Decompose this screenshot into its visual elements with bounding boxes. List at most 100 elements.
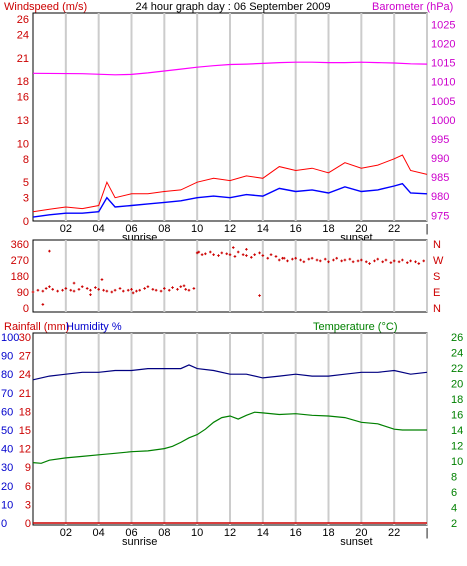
panel3-x-tick-label: 18 — [322, 527, 334, 539]
humidity-percent-tick-label: 50 — [1, 425, 13, 437]
barometer-tick-label: 1020 — [431, 39, 455, 51]
barometer-tick-label: 985 — [431, 172, 449, 184]
rainfall-tick-label: 3 — [25, 499, 31, 511]
windspeed-tick-label: 26 — [17, 14, 29, 26]
windspeed-tick-label: 13 — [17, 115, 29, 127]
direction-tick-label: 270 — [11, 255, 29, 267]
humidity-percent-tick-label: 80 — [1, 369, 13, 381]
panel1-x-tick-label: 06 — [125, 223, 137, 235]
barometer-tick-label: 1000 — [431, 115, 455, 127]
humidity-axis-label: Humidity % — [66, 321, 122, 333]
temperature-tick-label: 24 — [451, 348, 463, 360]
humidity-percent-tick-label: 10 — [1, 499, 13, 511]
temperature-tick-label: 14 — [451, 425, 463, 437]
compass-tick-label: W — [433, 255, 444, 267]
barometer-tick-label: 1015 — [431, 58, 455, 70]
barometer-tick-label: 995 — [431, 134, 449, 146]
rainfall-tick-label: 0 — [25, 518, 31, 530]
direction-tick-label: 180 — [11, 271, 29, 283]
windspeed-tick-label: 5 — [23, 177, 29, 189]
panel3-x-tick-label: 10 — [191, 527, 203, 539]
panel3-x-tick-label: 08 — [158, 527, 170, 539]
windspeed-tick-label: 0 — [23, 216, 29, 228]
windspeed-tick-label: 24 — [17, 30, 29, 42]
panel3-x-tick-label: 22 — [388, 527, 400, 539]
panel1-x-tick-label: 16 — [290, 223, 302, 235]
windspeed-tick-label: 21 — [17, 53, 29, 65]
barometer-line — [32, 61, 428, 76]
panel1-x-tick-label: | — [426, 223, 429, 235]
rainfall-tick-label: 9 — [25, 462, 31, 474]
panel3-x-tick-label: 12 — [224, 527, 236, 539]
rainfall-tick-label: 18 — [19, 406, 31, 418]
humidity-line — [32, 364, 428, 381]
temperature-line — [32, 411, 427, 464]
compass-tick-label: N — [433, 303, 441, 315]
chart-layer: 02 04 06 08 10 12 14 16 18 20 22 |sunrise sunset0358… — [1, 12, 463, 548]
panel1-x-tick-label: 10 — [191, 223, 203, 235]
wind-average-line — [32, 182, 428, 218]
barometer-tick-label: 1010 — [431, 77, 455, 89]
windspeed-tick-label: 16 — [17, 92, 29, 104]
temperature-tick-label: 20 — [451, 379, 463, 391]
compass-tick-label: N — [433, 239, 441, 251]
panel1-x-tick-label: 22 — [388, 223, 400, 235]
rainfall-axis-label: Rainfall (mm) — [4, 321, 69, 333]
humidity-percent-tick-label: 70 — [1, 388, 13, 400]
panel1-x-tick-label: 08 — [158, 223, 170, 235]
humidity-percent-tick-label: 0 — [1, 518, 7, 530]
windspeed-tick-label: 3 — [23, 193, 29, 205]
panel3-x-tick-label: 14 — [257, 527, 269, 539]
direction-tick-label: 0 — [23, 303, 29, 315]
sunset-label-bottom: sunset — [340, 536, 372, 548]
humidity-percent-tick-label: 100 — [1, 332, 19, 344]
compass-tick-label: S — [433, 271, 440, 283]
panel3-x-tick-label: 04 — [93, 527, 105, 539]
chart-title: 24 hour graph day : 06 September 2009 — [135, 1, 330, 13]
windspeed-tick-label: 18 — [17, 76, 29, 88]
panel1-x-tick-label: 18 — [322, 223, 334, 235]
temperature-tick-label: 18 — [451, 394, 463, 406]
sunrise-label-bottom: sunrise — [122, 536, 157, 548]
direction-tick-label: 90 — [17, 287, 29, 299]
rainfall-tick-label: 27 — [19, 351, 31, 363]
rainfall-tick-label: 21 — [19, 388, 31, 400]
compass-tick-label: E — [433, 287, 440, 299]
temperature-tick-label: 22 — [451, 363, 463, 375]
rainfall-tick-label: 30 — [19, 332, 31, 344]
panel1-x-tick-label: 12 — [224, 223, 236, 235]
wind-gust-line — [32, 154, 428, 213]
rainfall-tick-label: 24 — [19, 369, 31, 381]
barometer-tick-label: 980 — [431, 191, 449, 203]
panel1-x-tick-label: 14 — [257, 223, 269, 235]
temperature-tick-label: 8 — [451, 472, 457, 484]
temperature-tick-label: 12 — [451, 441, 463, 453]
humidity-percent-tick-label: 90 — [1, 351, 13, 363]
temperature-tick-label: 6 — [451, 487, 457, 499]
panel3-x-tick-label: 16 — [290, 527, 302, 539]
temperature-axis-label: Temperature (°C) — [313, 321, 397, 333]
panel1-x-tick-label: 20 — [355, 223, 367, 235]
windspeed-tick-label: 10 — [17, 138, 29, 150]
panel1-x-tick-label: 02 — [60, 223, 72, 235]
windspeed-tick-label: 8 — [23, 154, 29, 166]
humidity-percent-tick-label: 20 — [1, 481, 13, 493]
temperature-tick-label: 26 — [451, 332, 463, 344]
humidity-percent-tick-label: 40 — [1, 444, 13, 456]
windspeed-axis-label: Windspeed (m/s) — [4, 1, 87, 13]
direction-tick-label: 360 — [11, 239, 29, 251]
barometer-tick-label: 1005 — [431, 96, 455, 108]
temperature-tick-label: 2 — [451, 518, 457, 530]
rainfall-tick-label: 6 — [25, 481, 31, 493]
temperature-tick-label: 16 — [451, 410, 463, 422]
temperature-tick-label: 4 — [451, 503, 457, 515]
panel3-x-tick-label: | — [426, 527, 429, 539]
panel3-x-tick-label: 06 — [125, 527, 137, 539]
panel3-x-tick-label: 02 — [60, 527, 72, 539]
barometer-tick-label: 975 — [431, 210, 449, 222]
panel1-x-tick-label: 04 — [93, 223, 105, 235]
barometer-axis-label: Barometer (hPa) — [372, 1, 453, 13]
humidity-percent-tick-label: 60 — [1, 406, 13, 418]
